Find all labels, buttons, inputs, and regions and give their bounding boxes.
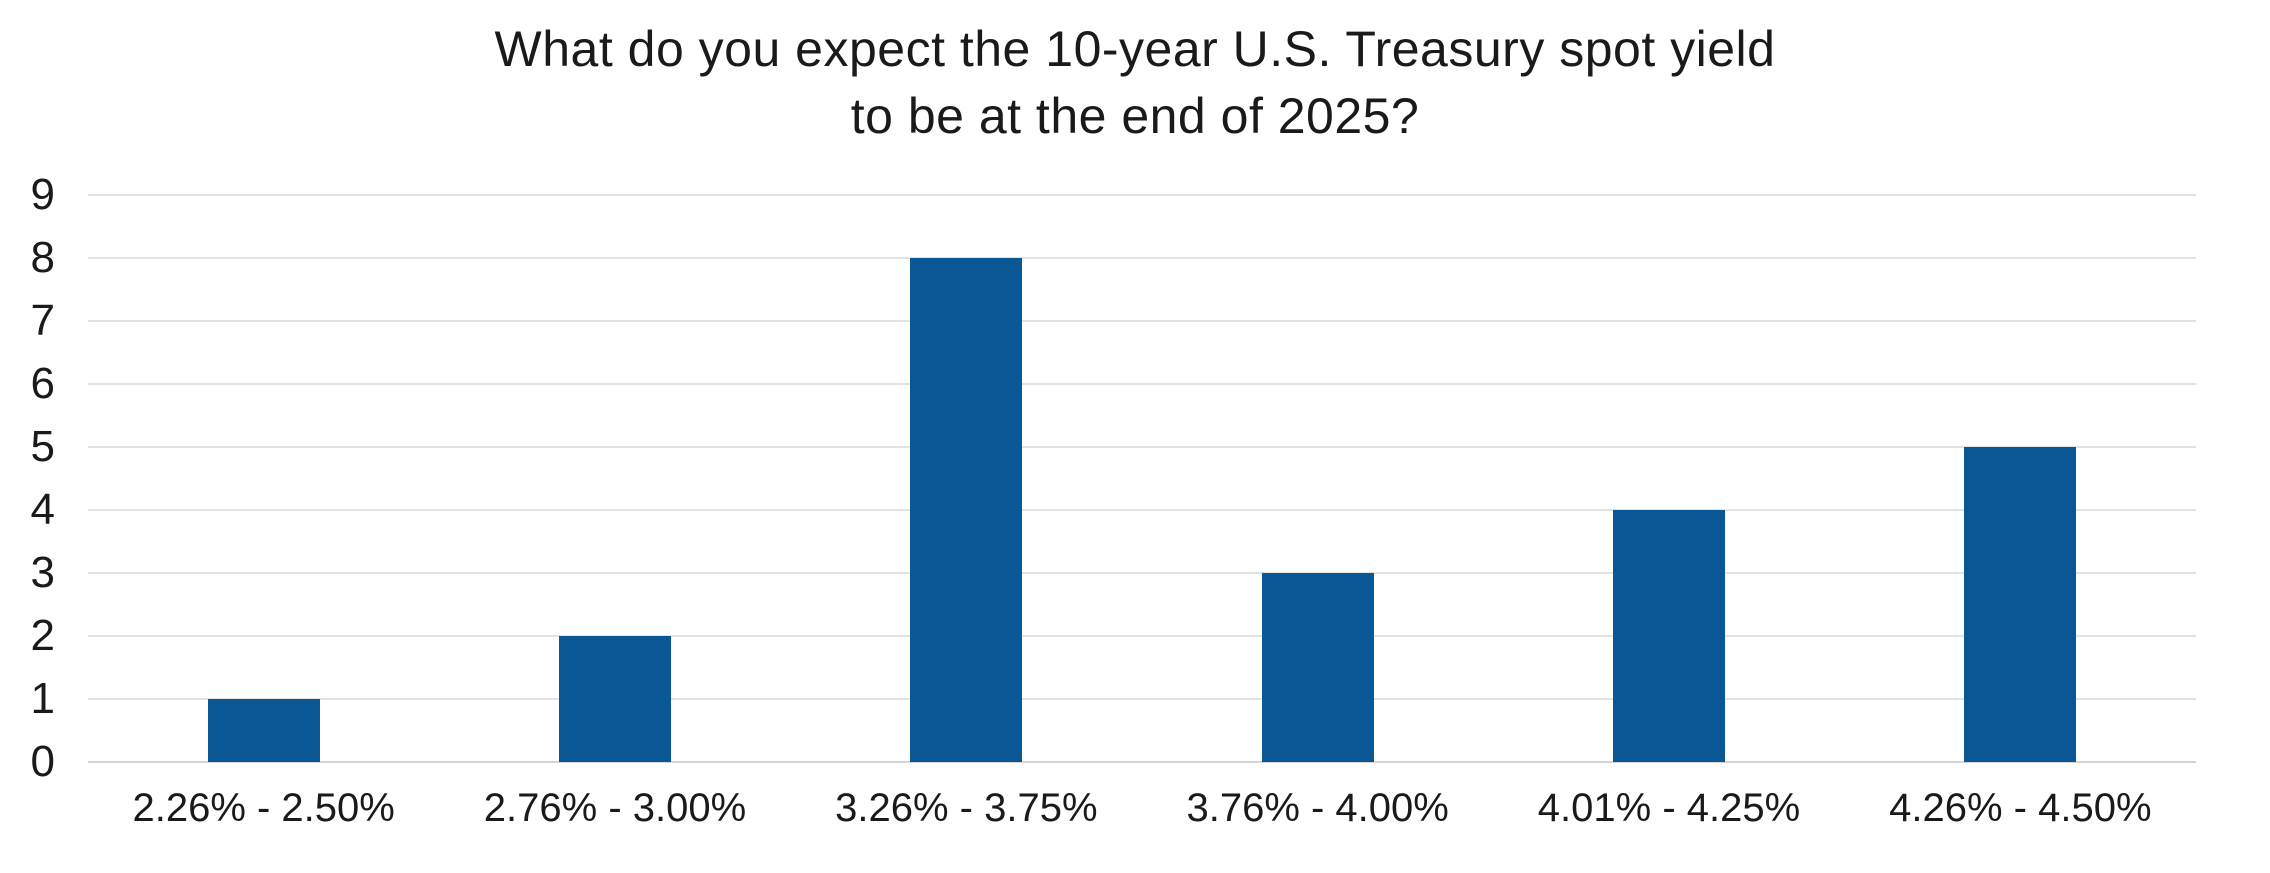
bar-6 bbox=[1964, 447, 2077, 762]
gridline-8 bbox=[88, 257, 2196, 259]
bar-2 bbox=[559, 636, 671, 762]
y-tick-label-4: 4 bbox=[30, 485, 55, 534]
y-tick-label-2: 2 bbox=[30, 611, 55, 660]
y-tick-label-1: 1 bbox=[30, 674, 55, 723]
bar-3 bbox=[910, 258, 1023, 762]
y-tick-label-0: 0 bbox=[30, 737, 55, 786]
gridline-3 bbox=[88, 572, 2196, 574]
gridline-4 bbox=[88, 509, 2196, 511]
x-tick-label-6: 4.26% - 4.50% bbox=[1889, 786, 2152, 830]
chart-title-line-2: to be at the end of 2025? bbox=[850, 88, 1420, 144]
x-tick-label-5: 4.01% - 4.25% bbox=[1537, 786, 1801, 830]
plot-area: 0 1 2 3 4 5 6 7 8 9 2.26% - 2.50% 2.76% - 3.00% 3.26… bbox=[31, 173, 2196, 828]
gridline-2 bbox=[88, 635, 2196, 637]
x-tick-label-1: 2.26% - 2.50% bbox=[132, 786, 395, 830]
y-tick-label-5: 5 bbox=[30, 422, 55, 471]
y-tick-label-3: 3 bbox=[30, 548, 55, 597]
bar-4 bbox=[1261, 573, 1374, 762]
y-tick-label-8: 8 bbox=[30, 233, 55, 282]
x-tick-label-4: 3.76% - 4.00% bbox=[1186, 786, 1449, 830]
gridline-7 bbox=[88, 320, 2196, 322]
x-tick-label-3: 3.26% - 3.75% bbox=[835, 786, 1098, 830]
y-tick-label-7: 7 bbox=[30, 296, 55, 345]
gridline-9 bbox=[88, 194, 2196, 196]
x-tick-label-2: 2.76% - 3.00% bbox=[483, 786, 747, 830]
chart-title-line-1: What do you expect the 10-year U.S. Trea… bbox=[494, 21, 1776, 77]
chart-title: What do you expect the 10-year U.S. Trea… bbox=[0, 16, 2270, 150]
x-axis-baseline bbox=[88, 761, 2196, 763]
y-tick-label-6: 6 bbox=[30, 359, 55, 408]
gridline-5 bbox=[88, 446, 2196, 448]
gridline-1 bbox=[88, 698, 2196, 700]
bar-5 bbox=[1613, 510, 1725, 762]
y-tick-label-9: 9 bbox=[30, 170, 55, 219]
bar-1 bbox=[207, 699, 320, 762]
gridline-6 bbox=[88, 383, 2196, 385]
